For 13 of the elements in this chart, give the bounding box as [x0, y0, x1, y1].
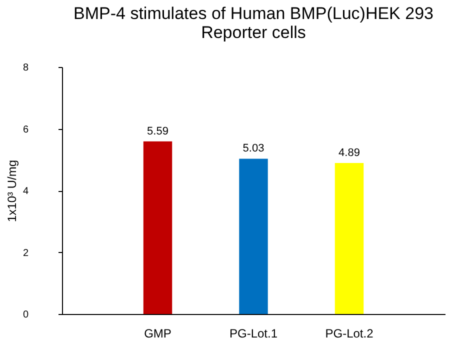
- y-axis-title: 1x10³ U/mg: [4, 160, 19, 222]
- data-label: 5.03: [242, 142, 264, 155]
- chart-title: BMP-4 stimulates of Human BMP(Luc)HEK 293 Reporter cells: [74, 4, 434, 42]
- x-tick-label: PG-Lot.2: [325, 326, 374, 340]
- x-tick-label: PG-Lot.1: [229, 326, 278, 340]
- y-tick-label: 6: [22, 124, 29, 136]
- data-label: 4.89: [338, 147, 360, 160]
- y-tick-label: 2: [22, 248, 29, 259]
- y-tick-label: 0: [22, 310, 29, 320]
- y-tick-label: 8: [22, 62, 29, 74]
- x-tick-label: GMP: [144, 326, 172, 340]
- y-tick-label: 4: [22, 186, 29, 197]
- data-label: 5.59: [147, 125, 168, 138]
